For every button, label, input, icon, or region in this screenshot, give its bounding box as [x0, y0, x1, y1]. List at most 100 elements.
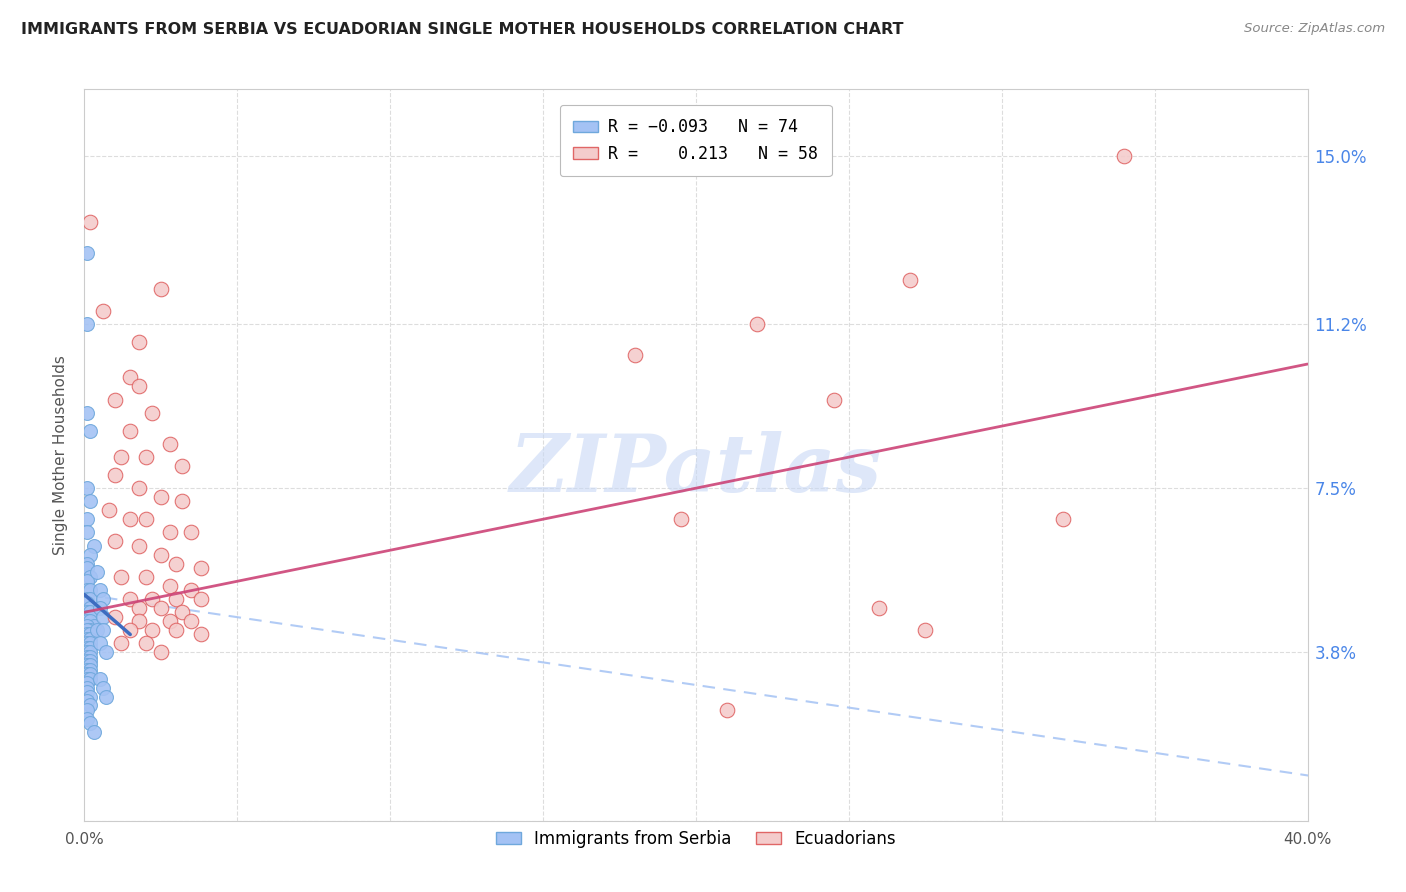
Point: [180, 583, 202, 598]
Point: [76, 574, 98, 589]
Point: [76, 632, 98, 646]
Point: [79, 605, 101, 619]
Point: [79, 716, 101, 731]
Point: [104, 467, 127, 482]
Point: [79, 690, 101, 704]
Point: [76, 246, 98, 260]
Point: [747, 317, 769, 331]
Point: [79, 600, 101, 615]
Point: [135, 636, 157, 650]
Point: [76, 592, 98, 607]
Point: [149, 645, 172, 659]
Point: [79, 649, 101, 664]
Point: [141, 592, 163, 607]
Point: [120, 370, 142, 384]
Point: [76, 512, 98, 526]
Point: [898, 273, 921, 287]
Point: [104, 392, 127, 407]
Text: IMMIGRANTS FROM SERBIA VS ECUADORIAN SINGLE MOTHER HOUSEHOLDS CORRELATION CHART: IMMIGRANTS FROM SERBIA VS ECUADORIAN SIN…: [21, 22, 904, 37]
Point: [79, 215, 101, 229]
Point: [91, 681, 114, 695]
Point: [165, 623, 187, 637]
Point: [76, 623, 98, 637]
Point: [76, 609, 98, 624]
Point: [79, 645, 101, 659]
Point: [76, 681, 98, 695]
Point: [76, 663, 98, 677]
Point: [89, 636, 111, 650]
Point: [159, 614, 181, 628]
Point: [79, 614, 101, 628]
Point: [76, 712, 98, 726]
Point: [190, 561, 212, 575]
Point: [86, 623, 108, 637]
Point: [79, 592, 101, 607]
Point: [76, 694, 98, 708]
Point: [79, 654, 101, 668]
Point: [76, 618, 98, 632]
Point: [110, 570, 132, 584]
Point: [914, 623, 936, 637]
Point: [79, 424, 101, 438]
Point: [79, 623, 101, 637]
Point: [79, 658, 101, 673]
Point: [79, 636, 101, 650]
Point: [141, 623, 163, 637]
Point: [159, 525, 181, 540]
Point: [79, 609, 101, 624]
Point: [869, 600, 891, 615]
Point: [76, 596, 98, 610]
Point: [141, 406, 163, 420]
Point: [165, 557, 187, 571]
Point: [128, 539, 150, 553]
Y-axis label: Single Mother Households: Single Mother Households: [53, 355, 69, 555]
Point: [104, 609, 127, 624]
Point: [79, 583, 101, 598]
Point: [135, 450, 157, 464]
Point: [76, 685, 98, 699]
Point: [190, 627, 212, 641]
Point: [120, 424, 142, 438]
Point: [76, 676, 98, 690]
Point: [120, 623, 142, 637]
Point: [128, 481, 150, 495]
Point: [89, 583, 111, 598]
Point: [79, 667, 101, 681]
Point: [76, 557, 98, 571]
Point: [79, 672, 101, 686]
Point: [79, 548, 101, 562]
Point: [110, 450, 132, 464]
Point: [135, 512, 157, 526]
Point: [91, 303, 114, 318]
Point: [76, 605, 98, 619]
Point: [79, 663, 101, 677]
Point: [94, 690, 117, 704]
Point: [128, 334, 150, 349]
Point: [79, 627, 101, 641]
Point: [76, 583, 98, 598]
Point: [180, 525, 202, 540]
Point: [172, 605, 194, 619]
Text: Source: ZipAtlas.com: Source: ZipAtlas.com: [1244, 22, 1385, 36]
Point: [159, 579, 181, 593]
Point: [120, 512, 142, 526]
Point: [180, 614, 202, 628]
Point: [669, 512, 692, 526]
Point: [823, 392, 845, 407]
Point: [159, 437, 181, 451]
Point: [83, 539, 105, 553]
Point: [97, 503, 120, 517]
Point: [83, 618, 105, 632]
Point: [110, 636, 132, 650]
Point: [172, 458, 194, 473]
Point: [128, 379, 150, 393]
Point: [1114, 149, 1136, 163]
Point: [79, 494, 101, 508]
Point: [76, 672, 98, 686]
Point: [120, 592, 142, 607]
Point: [91, 609, 114, 624]
Point: [128, 600, 150, 615]
Point: [76, 614, 98, 628]
Point: [94, 645, 117, 659]
Point: [91, 592, 114, 607]
